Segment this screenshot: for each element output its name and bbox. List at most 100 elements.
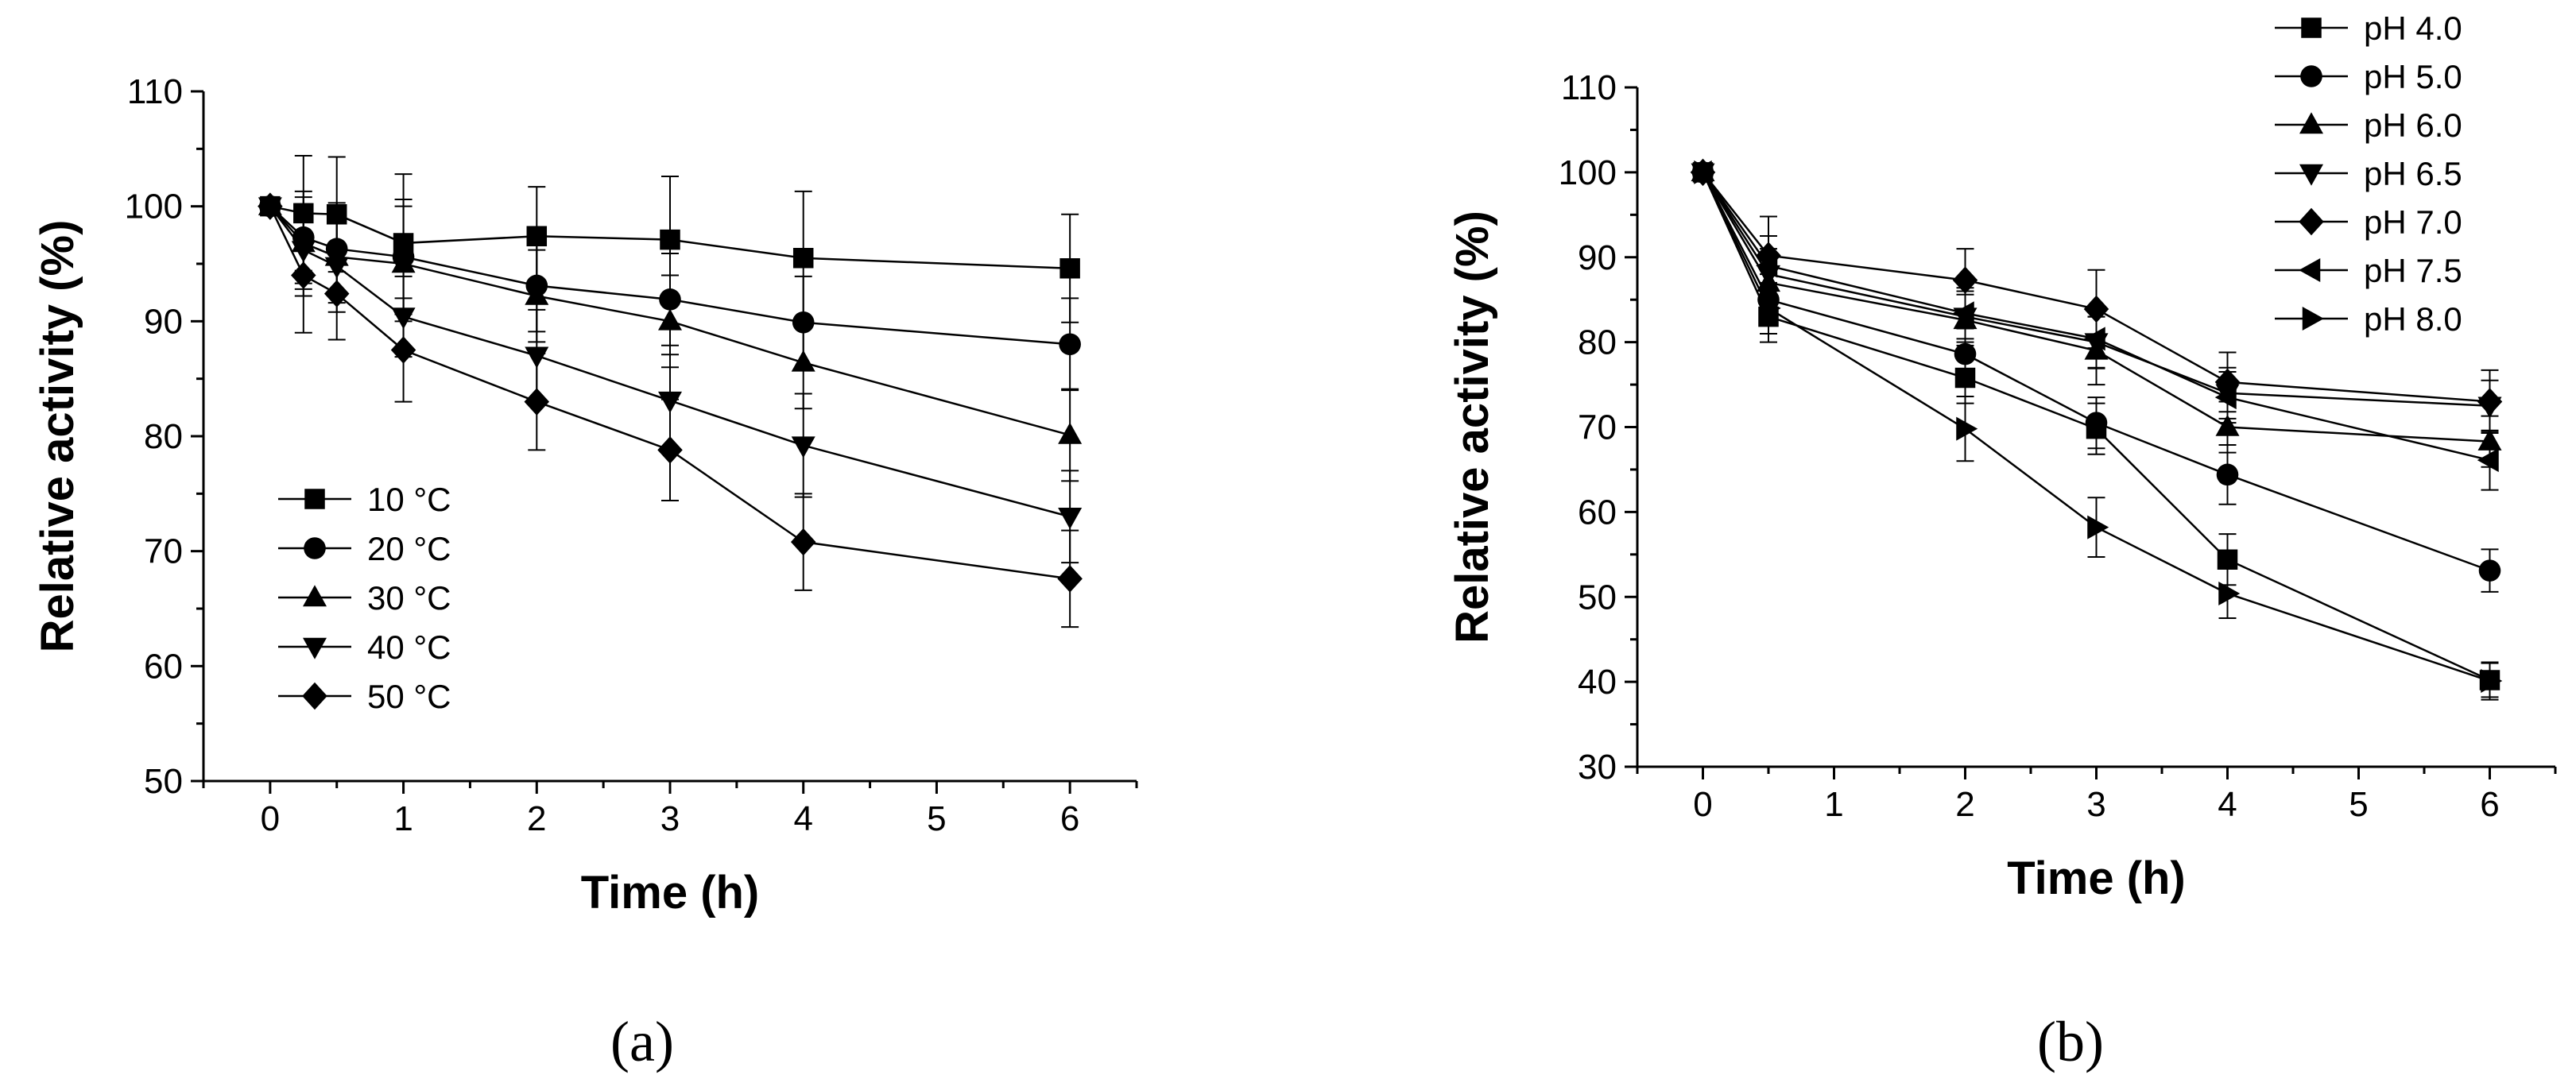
panel-a-x-tick-label: 1: [393, 799, 413, 838]
panel-b-series-7: [1694, 160, 2503, 701]
panel-b-series-line: [1702, 172, 2490, 403]
panel-b-series-line: [1702, 172, 2491, 682]
panel-a-data-point: [526, 226, 548, 247]
panel-b-legend-label: pH 7.0: [2364, 203, 2462, 241]
panel-a-data-point: [1059, 333, 1081, 356]
panel-a-x-tick-label: 6: [1060, 799, 1079, 838]
panel-a-data-point: [258, 192, 283, 220]
panel-b-x-tick-label: 0: [1693, 785, 1712, 824]
chart-panel-a: 50 60 70 80 90 100 110 0 1 2 3 4 5 6 Time (h) Relative …: [32, 72, 1138, 1073]
panel-b-series-6: [1690, 160, 2499, 491]
panel-b-data-point: [2215, 414, 2240, 436]
panel-a-y-tick-label: 100: [125, 188, 183, 226]
panel-a-data-point: [524, 388, 550, 416]
panel-a-legend-marker: [304, 537, 326, 559]
panel-a-data-point: [792, 248, 814, 269]
panel-b-y-tick-label: 50: [1578, 578, 1617, 617]
panel-a-x-axis-title: Time (h): [581, 867, 760, 919]
panel-b-legend-marker: [2299, 164, 2323, 186]
panel-a-x-tick-label: 3: [660, 799, 680, 838]
panel-b-legend-label: pH 6.0: [2364, 106, 2462, 144]
panel-b-legend-marker: [2301, 17, 2322, 38]
panel-a-legend-marker: [302, 682, 327, 710]
panel-b-y-tick-label: 80: [1578, 323, 1617, 362]
panel-b-y-tick-label: 90: [1578, 238, 1617, 277]
panel-a-y-tick-label: 80: [144, 417, 183, 456]
panel-a-data-point: [525, 283, 549, 305]
panel-b-data-point: [1759, 296, 1781, 320]
panel-b-data-point: [1952, 301, 1974, 326]
panel-a-panel-label: (a): [610, 1010, 674, 1073]
panel-a-y-axis-title: Relative activity (%): [32, 220, 83, 653]
panel-a-legend-label: 10 °C: [367, 481, 451, 518]
panel-b-legend-marker: [2299, 112, 2323, 134]
panel-a-y-tick-label: 60: [144, 647, 183, 686]
panel-a-legend-marker: [303, 585, 327, 607]
panel-a-x-tick-label: 4: [793, 799, 812, 838]
panel-b-x-axis-title: Time (h): [2007, 853, 2186, 904]
panel-a-series-5: [258, 192, 1083, 628]
panel-b-data-point: [2481, 669, 2503, 694]
panel-b-y-tick-label: 40: [1578, 663, 1617, 702]
panel-a-data-point: [1059, 258, 1080, 279]
panel-b-data-point: [2216, 463, 2239, 486]
panel-b-legend-label: pH 7.5: [2364, 252, 2462, 289]
panel-a-legend-marker: [303, 637, 327, 659]
panel-b-data-point: [2087, 515, 2109, 540]
panel-a-x-tick-label: 5: [927, 799, 946, 838]
panel-a-y-tick-label: 110: [127, 72, 183, 111]
panel-b-y-tick-label: 30: [1578, 748, 1617, 787]
panel-a-data-point: [1057, 565, 1083, 593]
panel-a-y-tick-label: 90: [144, 302, 183, 341]
panel-b-x-tick-label: 4: [2218, 785, 2237, 824]
panel-a-data-point: [660, 229, 680, 250]
panel-b-legend-marker: [2302, 307, 2324, 331]
panel-b-data-point: [2214, 385, 2237, 410]
panel-a-data-point: [1058, 508, 1083, 530]
panel-b-legend-label: pH 6.5: [2364, 155, 2462, 192]
panel-a-x-tick-label: 0: [261, 799, 280, 838]
panel-b-data-point: [2083, 327, 2105, 351]
panel-a-y-tick-label: 50: [144, 762, 183, 801]
panel-b-x-tick-label: 1: [1824, 785, 1843, 824]
panel-b-y-tick-label: 70: [1578, 408, 1617, 447]
panel-b-data-point: [2085, 412, 2108, 434]
panel-a-data-point: [291, 261, 316, 289]
panel-a-data-point: [658, 308, 682, 331]
panel-a-legend-label: 40 °C: [367, 628, 451, 666]
panel-a-data-point: [323, 280, 350, 307]
panel-b-y-tick-label: 110: [1561, 68, 1617, 107]
panel-b-data-point: [1756, 253, 1778, 278]
panel-b-legend-label: pH 5.0: [2364, 58, 2462, 95]
panel-b-data-point: [2478, 559, 2501, 582]
panel-a-legend-marker: [304, 489, 325, 509]
panel-b-data-point: [2218, 581, 2241, 605]
panel-a-data-point: [791, 436, 815, 458]
panel-b-x-tick-label: 2: [1955, 785, 1974, 824]
panel-b-data-point: [1956, 416, 1978, 441]
panel-a-data-point: [791, 350, 815, 372]
panel-a-legend-label: 20 °C: [367, 530, 451, 567]
panel-b-legend-label: pH 4.0: [2364, 10, 2462, 47]
panel-a-data-point: [657, 436, 683, 464]
panel-b-x-tick-label: 6: [2480, 785, 2499, 824]
panel-b-x-tick-label: 5: [2349, 785, 2368, 824]
panel-a-data-point: [390, 336, 416, 364]
panel-b-series-line: [1702, 172, 2490, 462]
panel-b-data-point: [2477, 448, 2499, 473]
panel-b-series-line: [1702, 172, 2490, 572]
panel-b-data-point: [1694, 160, 1716, 184]
panel-a-legend-label: 50 °C: [367, 678, 451, 715]
panel-b-legend-marker: [2300, 65, 2322, 87]
panel-a-data-point: [391, 251, 416, 273]
panel-b-y-axis-title: Relative activity (%): [1447, 211, 1498, 644]
panel-b-legend-marker: [2299, 207, 2324, 236]
panel-a-x-tick-label: 2: [527, 799, 546, 838]
panel-a-data-point: [790, 528, 816, 556]
panel-b-x-tick-label: 3: [2086, 785, 2105, 824]
panel-a-y-tick-label: 70: [144, 532, 183, 571]
panel-b-legend-marker: [2299, 258, 2321, 282]
panel-b-panel-label: (b): [2037, 1010, 2104, 1073]
panel-b-y-tick-label: 100: [1559, 153, 1617, 192]
